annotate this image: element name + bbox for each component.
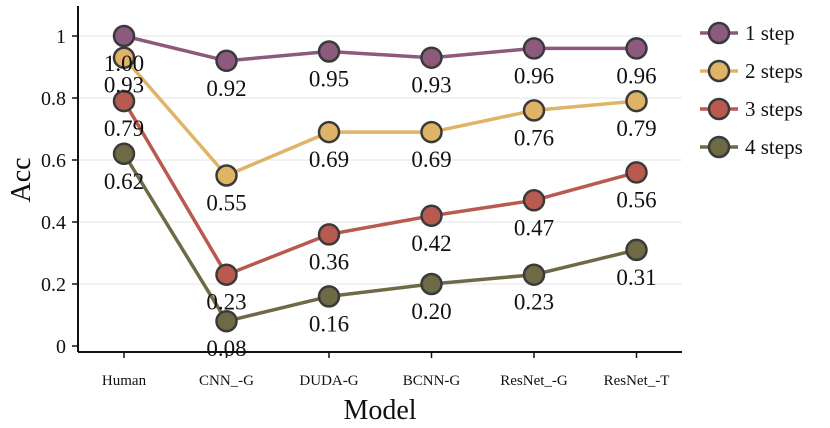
data-point: [317, 223, 341, 246]
data-point: [625, 238, 648, 262]
legend-label: 1 step: [745, 21, 795, 45]
data-label: 0.31: [616, 265, 656, 290]
x-ticks: Human CNN_-G DUDA-G BCNN-G ResNet_-G ResNet_-…: [102, 352, 670, 389]
series-2: [112, 46, 648, 187]
legend-item: 2 steps: [700, 59, 803, 83]
x-tick-label: BCNN-G: [403, 373, 461, 389]
y-tick-label: 0.8: [41, 88, 66, 110]
y-tick-label: 1: [56, 26, 66, 48]
data-label: 0.42: [411, 231, 451, 256]
x-tick-label: ResNet_-G: [500, 373, 568, 389]
y-tick-label: 0.2: [41, 274, 66, 296]
data-point: [625, 161, 648, 184]
data-label: 0.36: [309, 249, 349, 274]
data-label: 0.76: [514, 125, 554, 150]
legend-label: 2 steps: [745, 59, 803, 83]
data-label: 0.69: [309, 147, 349, 172]
data-label: 0.23: [206, 290, 246, 315]
y-ticks: 0 0.2 0.4 0.6 0.8 1: [41, 26, 78, 358]
data-label: 0.93: [411, 73, 451, 98]
series-line: [122, 56, 637, 178]
data-point: [317, 285, 341, 308]
series-line: [122, 152, 637, 323]
data-point: [625, 37, 648, 60]
legend-item: 3 steps: [700, 97, 803, 121]
data-point: [112, 46, 136, 69]
legend-label: 4 steps: [745, 135, 803, 159]
data-point: [420, 120, 443, 144]
data-point: [215, 49, 238, 73]
legend-label: 3 steps: [745, 97, 803, 121]
data-label: 0.23: [514, 290, 554, 315]
data-label: 0.93: [104, 73, 144, 98]
series-line: [123, 34, 637, 63]
data-labels: 1.00 0.92 0.95 0.93 0.96 0.96 0.93 0.55 0.69 0.69…: [104, 51, 657, 361]
data-point: [420, 204, 443, 228]
y-tick-label: 0: [56, 336, 66, 358]
data-label: 0.95: [309, 67, 349, 92]
series-4: [112, 142, 648, 333]
series-line: [122, 100, 637, 277]
series-1: [112, 24, 648, 73]
data-label: 0.69: [411, 147, 451, 172]
data-label: 0.92: [206, 76, 246, 101]
y-axis-title: Acc: [6, 157, 37, 202]
data-point: [112, 89, 136, 113]
data-point: [625, 89, 648, 113]
y-tick-label: 0.6: [41, 150, 66, 172]
series: [112, 24, 648, 333]
data-point: [522, 99, 546, 122]
axes: [77, 6, 682, 353]
data-label: 0.79: [616, 116, 656, 141]
data-point: [215, 263, 238, 286]
legend-marker: [707, 59, 731, 83]
data-point: [420, 272, 443, 296]
data-point: [215, 309, 238, 333]
data-point: [112, 142, 136, 166]
data-point: [522, 37, 546, 60]
legend-marker: [707, 21, 731, 45]
data-point: [317, 120, 341, 144]
data-label: 0.47: [514, 215, 554, 240]
legend-marker: [707, 135, 731, 159]
data-point: [317, 40, 341, 63]
data-label: 0.79: [104, 116, 144, 141]
y-tick-label: 0.4: [41, 212, 66, 234]
series-3: [112, 89, 648, 286]
x-tick-label: DUDA-G: [299, 373, 358, 389]
legend-item: 1 step: [700, 21, 795, 45]
x-axis-title: Model: [343, 395, 416, 426]
data-label: 0.20: [411, 299, 451, 324]
data-point: [420, 46, 443, 69]
data-point: [522, 263, 546, 286]
data-label: 0.62: [104, 169, 144, 194]
x-tick-label: CNN_-G: [199, 373, 254, 389]
data-label: 0.56: [616, 187, 656, 212]
data-point: [522, 189, 546, 212]
data-label: 0.16: [309, 311, 349, 336]
data-label: 0.55: [206, 191, 246, 216]
x-tick-label: Human: [102, 373, 147, 389]
data-label: 0.96: [514, 63, 554, 88]
data-label: 0.08: [206, 336, 246, 361]
data-label: 0.96: [616, 63, 656, 88]
legend-item: 4 steps: [700, 135, 803, 159]
data-point: [112, 24, 136, 48]
x-tick-label: ResNet_-T: [604, 373, 670, 389]
grid-lines: [78, 35, 682, 285]
data-point: [215, 164, 238, 187]
legend: 1 step 2 steps 3 steps 4 steps: [700, 21, 803, 159]
data-label: 1.00: [104, 51, 144, 76]
legend-marker: [707, 97, 731, 121]
